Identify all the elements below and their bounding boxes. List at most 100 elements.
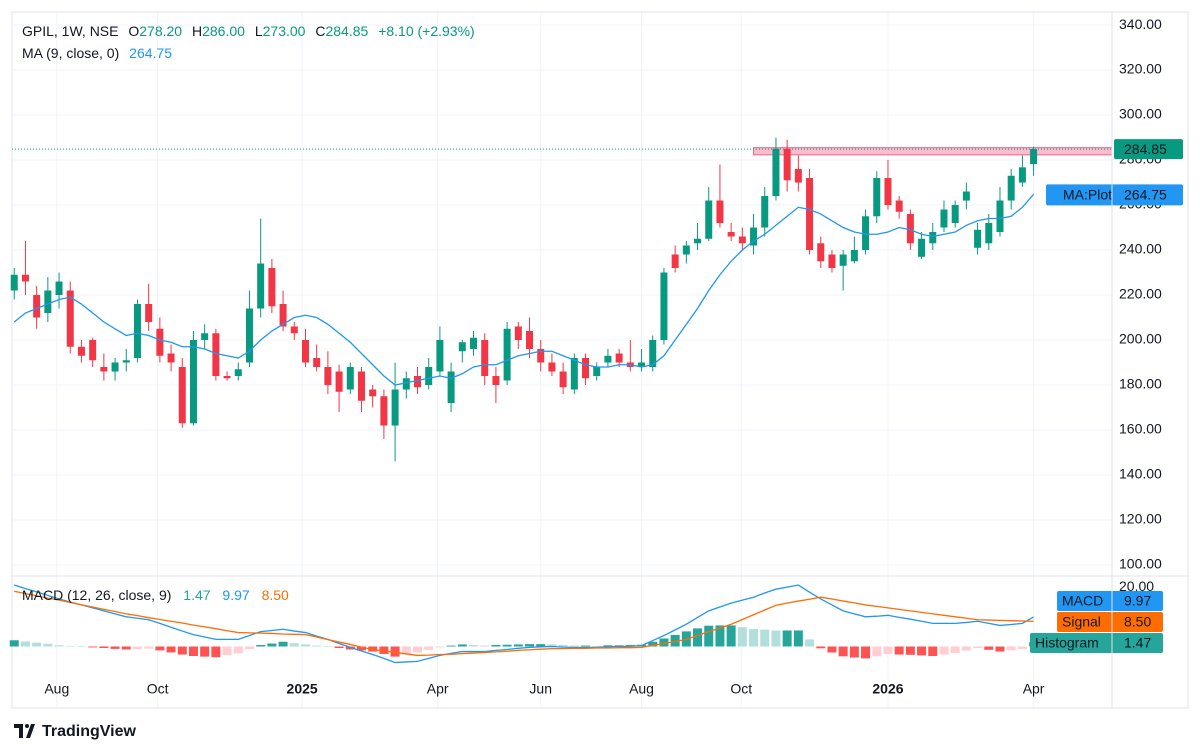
candle-body	[570, 358, 578, 390]
y-tick-label: 220.00	[1119, 286, 1162, 302]
histogram-bar	[715, 625, 725, 647]
x-tick-label: Oct	[147, 681, 169, 697]
histogram-bar	[469, 645, 479, 647]
axis-label-box	[1030, 633, 1163, 653]
histogram-bar	[525, 644, 535, 647]
histogram-bar	[491, 645, 501, 647]
histogram-bar	[928, 646, 938, 657]
candle-body	[750, 227, 758, 246]
candle-body	[682, 245, 690, 255]
candle-body	[55, 281, 63, 296]
histogram-bar	[838, 646, 848, 657]
histogram-bar	[446, 645, 456, 647]
candle-body	[604, 355, 612, 363]
candle-body	[470, 337, 478, 350]
histogram-bar	[581, 645, 591, 647]
histogram-bar	[267, 643, 277, 647]
histogram-bar	[54, 645, 64, 647]
histogram-bar	[9, 640, 19, 647]
histogram-bar	[99, 646, 109, 648]
histogram-bar	[995, 646, 1005, 652]
candle-body	[402, 378, 410, 390]
histogram-bar	[412, 646, 422, 653]
logo-mark	[14, 724, 35, 738]
histogram-bar	[905, 646, 915, 655]
candle-body	[21, 274, 29, 282]
candle-body	[89, 340, 97, 361]
high-value: 286.00	[202, 23, 245, 39]
histogram-bar	[827, 646, 837, 653]
candle-body	[369, 389, 377, 397]
histogram-bar	[950, 646, 960, 654]
x-tick-label: 2026	[872, 681, 903, 697]
last-price-label: 284.85	[1124, 141, 1167, 157]
signal-axis-value: 8.50	[1124, 614, 1151, 630]
candle-body	[828, 254, 836, 269]
macd-axis-name: MACD	[1062, 593, 1103, 609]
histogram-bar	[88, 646, 98, 648]
candle-body	[201, 333, 209, 341]
signal-value: 8.50	[262, 587, 289, 603]
candle-body	[705, 200, 713, 239]
candle-body	[806, 178, 814, 251]
histogram-bar	[894, 646, 904, 655]
candle-body	[985, 223, 993, 244]
histogram-bar	[155, 646, 165, 651]
high-key: H	[192, 23, 202, 39]
candle-body	[817, 243, 825, 262]
x-tick-label: Apr	[427, 681, 449, 697]
candle-body	[257, 263, 265, 309]
chart-frame	[11, 11, 1189, 709]
candle-body	[77, 346, 85, 356]
candle-body	[582, 358, 590, 379]
y-tick-label: 160.00	[1119, 421, 1162, 437]
histogram-bar	[312, 645, 322, 647]
y-tick-label: 300.00	[1119, 106, 1162, 122]
candle-body	[906, 214, 914, 244]
macd-series-line	[14, 584, 1034, 664]
y-tick-label: 240.00	[1119, 241, 1162, 257]
candle-body	[425, 367, 433, 386]
candle-body	[122, 360, 130, 363]
histogram-bar	[401, 646, 411, 655]
candle-body	[537, 349, 545, 363]
histogram-bar	[424, 646, 434, 650]
marks	[9, 137, 1113, 664]
candle-body	[346, 367, 354, 390]
candle-body	[951, 205, 959, 224]
candle-body	[671, 254, 679, 269]
histogram-bar	[973, 646, 983, 648]
candle-body	[391, 389, 399, 426]
histogram-bar	[166, 646, 176, 653]
histogram-bar	[43, 643, 53, 647]
candle-body	[33, 295, 41, 318]
histogram-bar	[300, 644, 310, 647]
close-value: 284.85	[325, 23, 368, 39]
macd-tick-label: 20.00	[1119, 578, 1154, 594]
histogram-bar	[334, 646, 344, 648]
macd-hist-value: 1.47	[183, 587, 210, 603]
ma-legend: MA (9, close, 0) 264.75	[22, 45, 172, 61]
x-tick-label: Aug	[629, 681, 654, 697]
histogram-bar	[648, 641, 658, 647]
y-tick-label: 200.00	[1119, 331, 1162, 347]
histogram-bar	[76, 646, 86, 648]
y-tick-label: 320.00	[1119, 61, 1162, 77]
histogram-bar	[211, 646, 221, 658]
histogram-bar	[379, 646, 389, 654]
histogram-bar	[233, 646, 243, 654]
candle-body	[514, 326, 522, 341]
candle-body	[212, 333, 220, 377]
candle-body	[940, 209, 948, 228]
candle-body	[895, 200, 903, 212]
histogram-bar	[289, 643, 299, 647]
candle-body	[850, 250, 858, 262]
candle-body	[481, 340, 489, 377]
candle-body	[436, 340, 444, 372]
x-tick-label: Aug	[44, 681, 69, 697]
y-tick-label: 340.00	[1119, 16, 1162, 32]
histogram-bar	[65, 645, 75, 647]
candle-body	[918, 238, 926, 257]
candle-body	[380, 396, 388, 426]
